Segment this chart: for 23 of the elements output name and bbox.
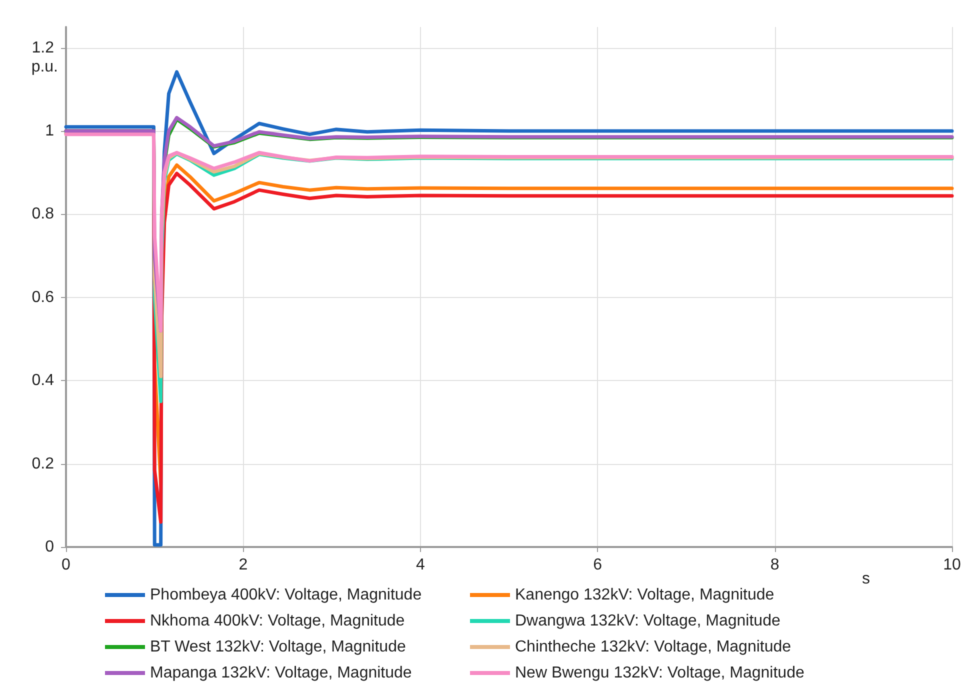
x-tick-label: 4 bbox=[416, 556, 425, 574]
legend-label: Mapanga 132kV: Voltage, Magnitude bbox=[150, 664, 412, 682]
legend-label: Nkhoma 400kV: Voltage, Magnitude bbox=[150, 612, 405, 630]
y-tick-label: 1.2 bbox=[32, 39, 54, 56]
x-tick-label: 6 bbox=[593, 556, 602, 574]
legend-label: Chintheche 132kV: Voltage, Magnitude bbox=[515, 638, 792, 656]
legend-label: Phombeya 400kV: Voltage, Magnitude bbox=[150, 586, 422, 604]
y-tick-label: 0 bbox=[45, 538, 54, 556]
y-tick-label: 0.2 bbox=[32, 455, 54, 472]
y-tick-label: 1 bbox=[45, 122, 54, 140]
x-tick-label: 2 bbox=[238, 556, 248, 574]
y-axis-title: p.u. bbox=[31, 58, 58, 76]
legend-label: Dwangwa 132kV: Voltage, Magnitude bbox=[515, 612, 780, 630]
x-axis-title: s bbox=[862, 570, 870, 588]
legend-label: New Bwengu 132kV: Voltage, Magnitude bbox=[515, 664, 804, 682]
y-tick-label: 0.8 bbox=[32, 206, 54, 223]
y-tick-label: 0.4 bbox=[32, 372, 54, 390]
x-tick-label: 0 bbox=[62, 556, 71, 574]
y-tick-label: 0.6 bbox=[32, 288, 54, 306]
legend-label: Kanengo 132kV: Voltage, Magnitude bbox=[515, 586, 774, 604]
x-tick-label: 8 bbox=[770, 556, 780, 574]
x-tick-label: 10 bbox=[943, 556, 961, 574]
legend-label: BT West 132kV: Voltage, Magnitude bbox=[150, 638, 406, 656]
